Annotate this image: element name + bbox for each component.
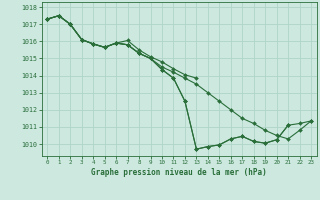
X-axis label: Graphe pression niveau de la mer (hPa): Graphe pression niveau de la mer (hPa) [91,168,267,177]
